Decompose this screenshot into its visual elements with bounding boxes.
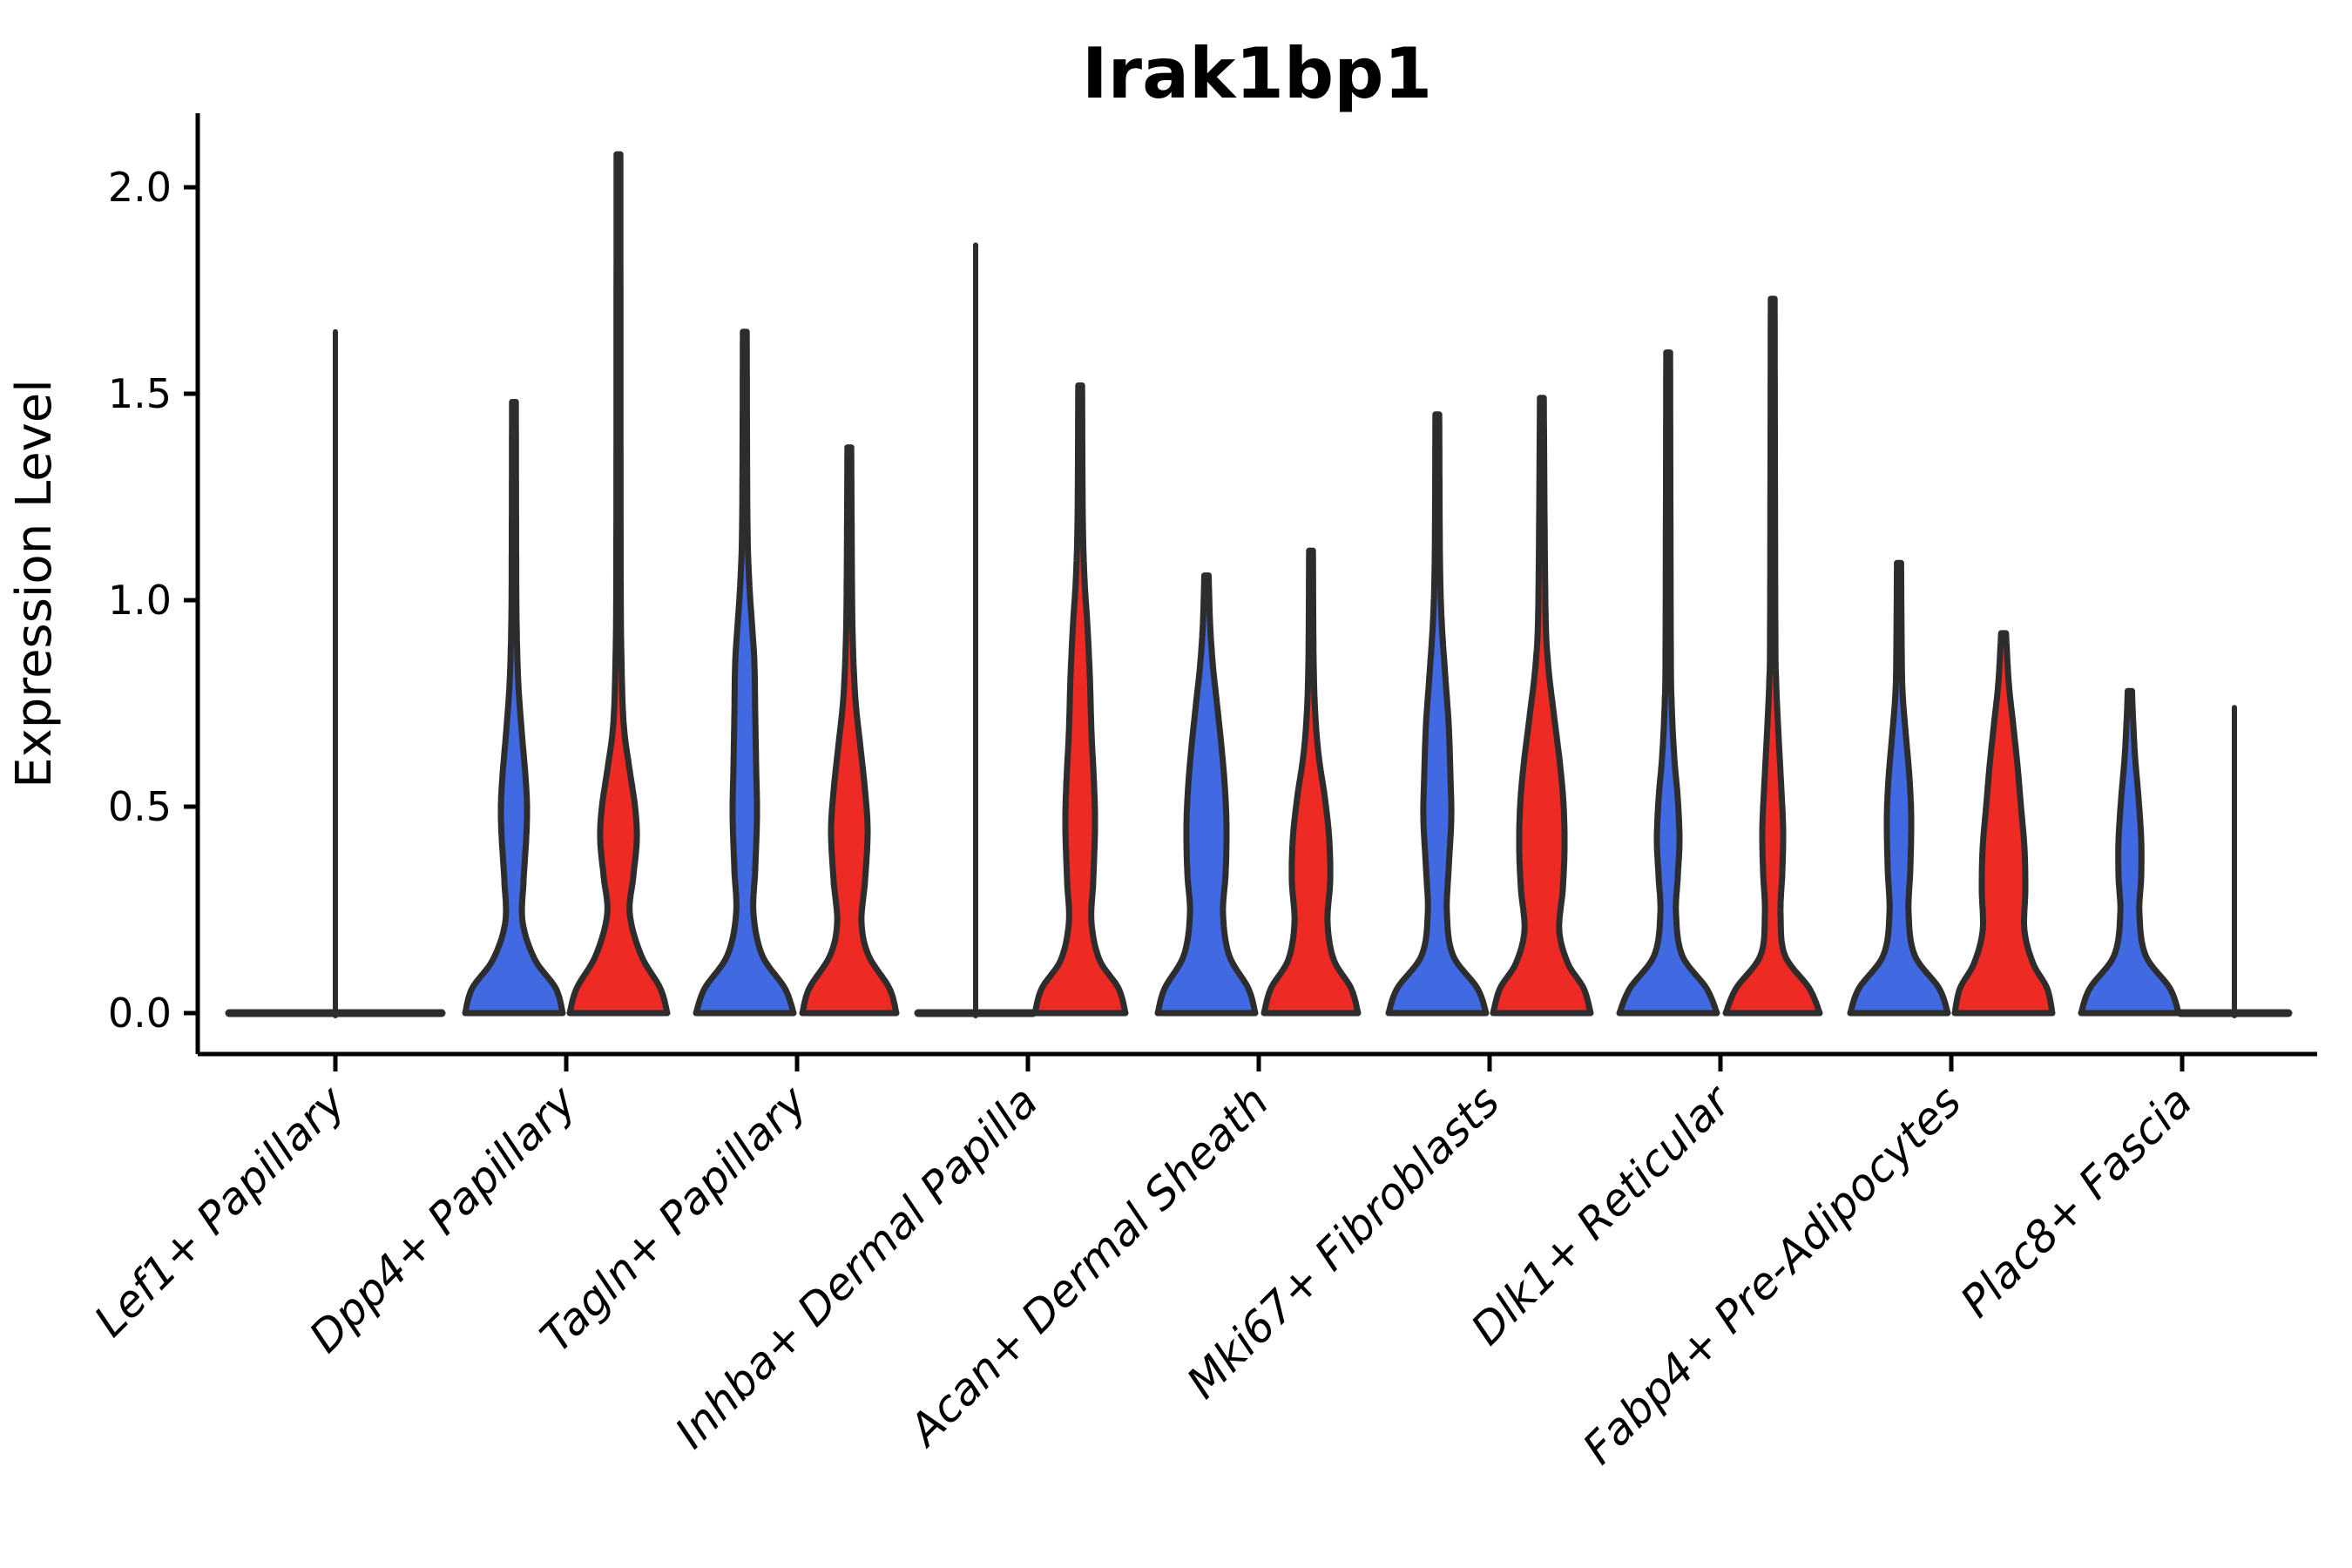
violin-acan-dermal-sheath-blue <box>1154 572 1259 1017</box>
violin-body <box>1616 349 1720 1017</box>
violin-body <box>1154 572 1259 1017</box>
y-axis-label: Expression Level <box>6 379 63 788</box>
violin-body <box>462 399 566 1017</box>
violin-body <box>799 444 900 1017</box>
y-tick-label-1.5: 1.5 <box>108 370 172 417</box>
violin-body <box>1260 547 1362 1017</box>
violin-body <box>2078 687 2182 1017</box>
y-tick-label-0.0: 0.0 <box>108 990 172 1037</box>
violin-acan-dermal-sheath-red <box>1260 547 1362 1017</box>
violin-tagln-papillary-red <box>799 444 900 1017</box>
violin-fabp4-pre-adipocytes-blue <box>1847 559 1951 1017</box>
violin-body <box>1722 295 1823 1017</box>
violin-body <box>1847 559 1951 1017</box>
violin-plac8-fascia-red <box>2176 705 2293 1018</box>
violin-body <box>1951 630 2056 1017</box>
y-tick-label-2.0: 2.0 <box>108 164 172 211</box>
violin-mki67-fibroblasts-blue <box>1385 411 1490 1017</box>
violin-body <box>1031 382 1129 1017</box>
violin-dpp4-papillary-blue <box>462 399 566 1017</box>
violin-body <box>693 328 797 1017</box>
chart-title: Irak1bp1 <box>1082 33 1432 114</box>
violin-fabp4-pre-adipocytes-red <box>1951 630 2056 1017</box>
violin-plac8-fascia-blue <box>2078 687 2182 1017</box>
violin-inhba-dermal-papilla-red <box>1031 382 1129 1017</box>
y-tick-label-0.5: 0.5 <box>108 783 172 830</box>
violin-tagln-papillary-blue <box>693 328 797 1017</box>
violin-dpp4-papillary-red <box>566 151 671 1017</box>
x-tick-label-plac8-fascia: Plac8+ Fascia <box>1951 1076 2202 1327</box>
y-tick-label-1.0: 1.0 <box>108 577 172 624</box>
violin-body <box>1490 395 1594 1017</box>
violin-lef1-papillary-blue <box>225 328 446 1018</box>
violin-dlk1-reticular-red <box>1722 295 1823 1017</box>
x-tick-label-fabp4-pre-adipocytes: Fabp4+ Pre-Adipocytes <box>1573 1076 1971 1474</box>
violin-dlk1-reticular-blue <box>1616 349 1720 1017</box>
violin-body <box>1385 411 1490 1017</box>
violin-body <box>566 151 671 1017</box>
violin-inhba-dermal-papilla-blue <box>914 242 1037 1018</box>
x-tick-label-lef1-papillary: Lef1+ Papillary <box>84 1075 355 1346</box>
violin-mki67-fibroblasts-red <box>1490 395 1594 1017</box>
